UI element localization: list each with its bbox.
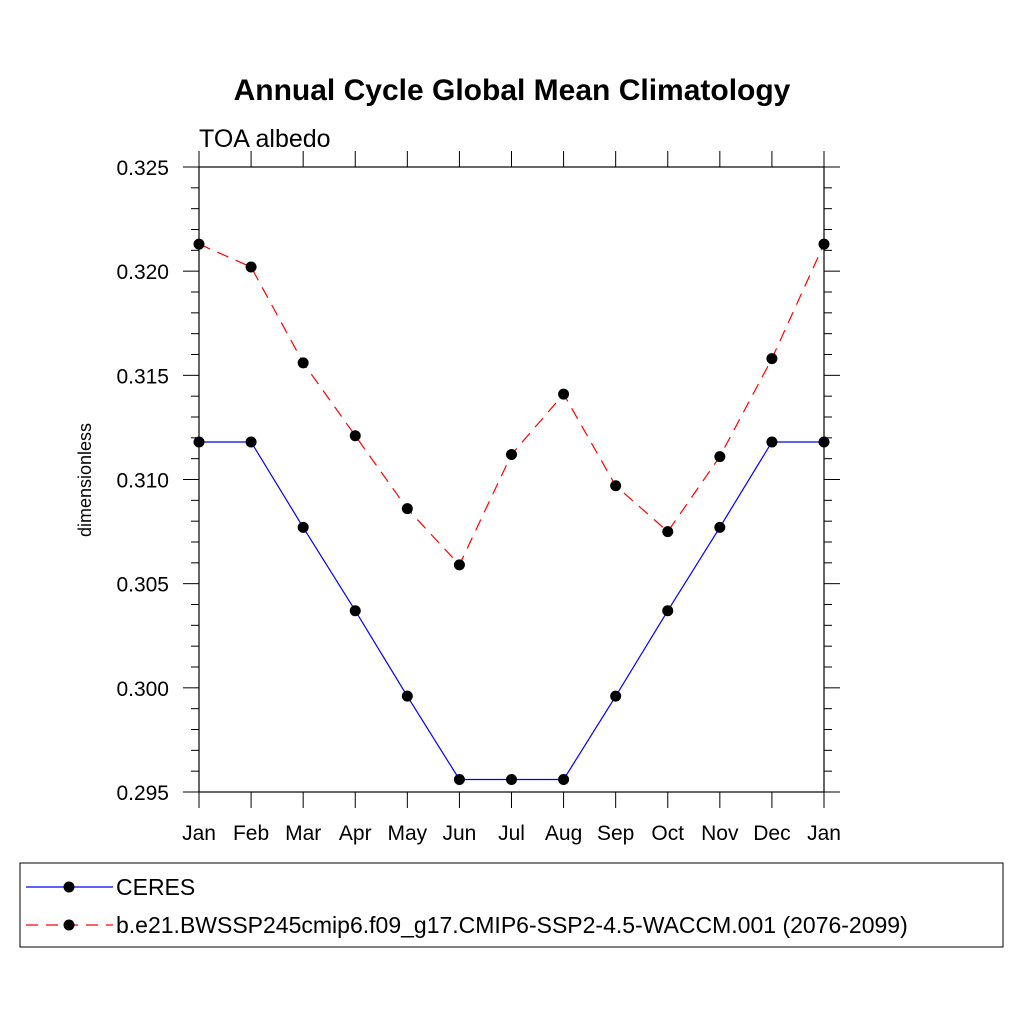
data-point (506, 449, 517, 460)
x-tick-label: Feb (233, 822, 269, 845)
data-point (349, 605, 361, 617)
x-tick-label: Jan (182, 822, 216, 845)
x-tick-label: Jun (442, 822, 476, 845)
series-line-0 (199, 441, 824, 781)
y-tick-label: 0.310 (116, 470, 169, 493)
data-point (401, 503, 413, 515)
data-point (453, 774, 465, 785)
data-point (714, 451, 726, 463)
data-point (558, 774, 570, 785)
data-point (818, 238, 830, 250)
data-point (714, 521, 726, 533)
data-point (662, 605, 674, 617)
legend-box (19, 862, 1004, 948)
data-point (401, 690, 413, 702)
series-line-1 (198, 243, 825, 566)
axes: 0.295 0.300 0.305 0.310 0.315 0.320 0.325 Jan Fe… (116, 151, 841, 845)
x-tick-label: Sep (597, 822, 634, 845)
x-tick-label: Aug (545, 822, 582, 845)
legend: CERES b.e21.BWSSP245cmip6.f09_g17.CMIP6-… (19, 862, 1004, 948)
legend-label-ceres: CERES (116, 874, 195, 900)
x-tick-label: Mar (285, 822, 321, 845)
x-tick-label: Jul (498, 822, 525, 845)
y-tick-label: 0.320 (116, 261, 169, 284)
y-tick-label: 0.300 (116, 678, 169, 701)
data-point (193, 238, 205, 250)
x-tick-label: May (387, 822, 427, 845)
data-point (766, 436, 778, 448)
data-point (506, 774, 517, 785)
data-point (610, 480, 622, 492)
data-point (193, 436, 205, 448)
chart-subtitle: TOA albedo (199, 125, 331, 153)
data-point (610, 690, 622, 702)
y-tick-label: 0.325 (116, 157, 169, 180)
legend-marker-model (63, 919, 75, 931)
chart-title: Annual Cycle Global Mean Climatology (234, 74, 791, 107)
x-tick-label: Dec (753, 822, 790, 845)
x-tick-label: Oct (651, 822, 684, 845)
y-tick-label: 0.315 (116, 365, 169, 388)
data-point (245, 261, 257, 273)
series-layer (193, 238, 830, 785)
data-point (662, 526, 674, 538)
y-tick-label: 0.295 (116, 782, 169, 805)
plot-frame (198, 166, 825, 793)
data-point (297, 521, 309, 533)
data-point (297, 357, 309, 369)
data-point (349, 430, 361, 442)
legend-label-model: b.e21.BWSSP245cmip6.f09_g17.CMIP6-SSP2-4… (116, 912, 908, 938)
x-tick-label: Apr (339, 822, 372, 845)
y-axis-label: dimensionless (75, 423, 95, 537)
data-point (453, 559, 465, 571)
x-tick-label: Jan (807, 822, 841, 845)
y-tick-label: 0.305 (116, 574, 169, 597)
data-point (245, 436, 257, 448)
x-tick-label: Nov (701, 822, 739, 845)
legend-marker-ceres (63, 881, 75, 893)
data-point (558, 388, 570, 400)
data-point (766, 353, 778, 365)
data-point (818, 436, 830, 448)
